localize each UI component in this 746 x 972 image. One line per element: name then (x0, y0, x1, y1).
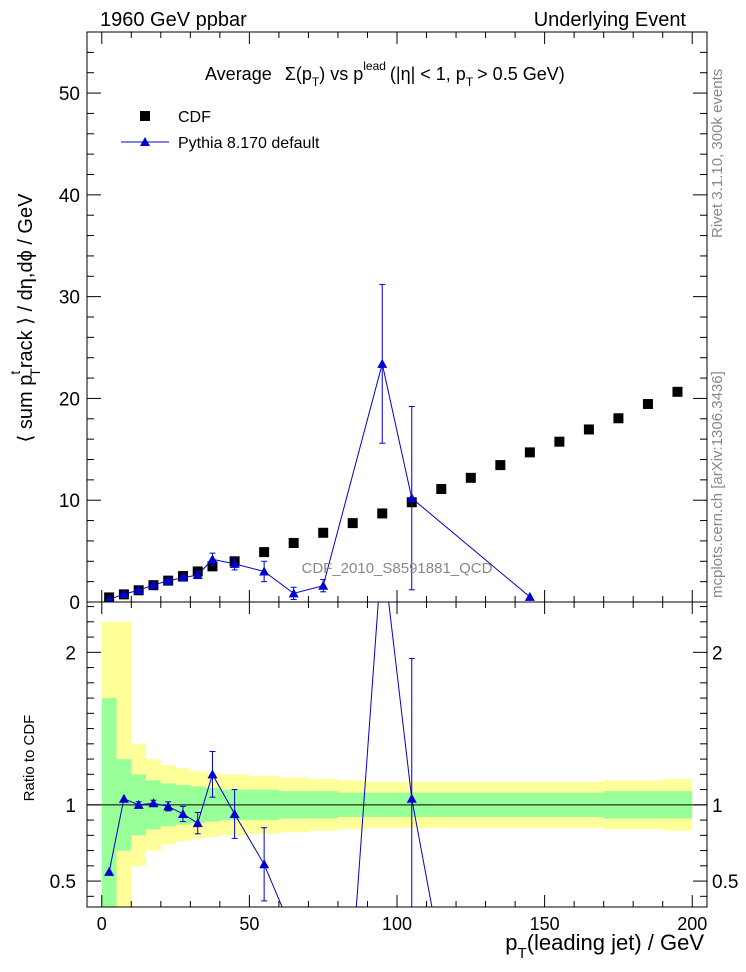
pythia-point (133, 585, 144, 595)
xlabel-sub: T (518, 945, 527, 962)
cdf-point (465, 472, 476, 483)
ylabel-sup: t (7, 371, 23, 375)
main-y-tick-label: 10 (59, 491, 80, 512)
cdf-point (613, 413, 624, 424)
ratio-point (406, 793, 417, 803)
ratio-y-tick-label: 2 (65, 643, 76, 664)
header-left: 1960 GeV ppbar (100, 9, 247, 31)
title-prefix: Average (205, 64, 272, 84)
pythia-point (318, 580, 329, 590)
main-y-tick-label: 30 (59, 288, 80, 309)
x-tick-label: 100 (382, 914, 412, 934)
ratio-line (108, 602, 433, 907)
ratio-y-axis-label: Ratio to CDF (21, 715, 38, 802)
legend-pythia-marker (140, 137, 150, 146)
ratio-point (163, 801, 174, 811)
x-axis-label: pT(leading jet) / GeV (505, 930, 704, 962)
main-y-axis-label: ⟨ sum pt Track ⟩ / dη,dϕ / GeV (7, 193, 43, 443)
pythia-point (192, 570, 203, 580)
cdf-point (583, 424, 594, 435)
ratio-point (259, 859, 270, 869)
cdf-point (436, 484, 447, 495)
xlabel-a: p (505, 930, 517, 955)
main-y-tick-label: 0 (69, 593, 80, 614)
ratio-point (118, 793, 129, 803)
ratio-point (192, 818, 203, 828)
cdf-point (672, 386, 683, 397)
title-sub-t2: T (466, 75, 474, 89)
pythia-point (148, 580, 159, 590)
ratio-y-tick-label: 0.5 (50, 872, 76, 893)
x-tick-label: 150 (530, 914, 560, 934)
title-sub-t: T (312, 75, 320, 89)
x-tick-label: 0 (97, 914, 107, 934)
rivet-label: Rivet 3.1.10, 300k events (709, 69, 726, 238)
main-y-tick-label: 50 (59, 84, 80, 105)
legend-cdf-label: CDF (178, 109, 211, 126)
ratio-y-tick-label-right: 0.5 (712, 872, 738, 893)
ratio-y-tick-label: 1 (65, 796, 76, 817)
ratio-frame (86, 601, 708, 908)
chart-title: Average Σ(pT) vs plead (|η| < 1, pT > 0.5 … (205, 59, 565, 89)
title-end: > 0.5 GeV) (477, 64, 565, 84)
ratio-point (177, 808, 188, 818)
pythia-point (259, 566, 270, 576)
ratio-y-tick-label-right: 2 (712, 643, 723, 664)
cdf-point (377, 508, 388, 519)
pythia-point (377, 358, 388, 368)
cdf-point (495, 460, 506, 471)
ratio-y-tick-label-right: 1 (712, 796, 723, 817)
ylabel-a: ⟨ sum p (15, 375, 37, 443)
title-sup-lead: lead (363, 59, 386, 73)
main-y-tick-label: 20 (59, 389, 80, 410)
pythia-point (118, 589, 129, 599)
ratio-marks (87, 602, 707, 907)
cdf-point (207, 561, 218, 572)
ylabel-sub: T (27, 368, 43, 377)
ratio-point (133, 799, 144, 809)
cdf-point (642, 399, 653, 410)
legend: CDF Pythia 8.170 default (121, 109, 320, 152)
pythia-point (524, 591, 535, 601)
cdf-point (259, 547, 270, 558)
pythia-point (288, 588, 299, 598)
cdf-point (524, 447, 535, 458)
analysis-watermark: CDF_2010_S8591881_QCD (302, 560, 493, 577)
ratio-point (104, 866, 115, 876)
pythia-point (104, 594, 114, 602)
ratio-point (229, 808, 240, 818)
x-tick-label: 200 (677, 914, 707, 934)
ratio-point (148, 798, 159, 808)
cdf-point (347, 518, 358, 529)
ratio-point (207, 769, 218, 779)
legend-cdf-marker (140, 111, 150, 121)
ratio-axes: 0 50 100 150 200 0.5 0.5 1 1 2 2 (50, 602, 738, 934)
main-axes: 0 10 20 30 40 50 (59, 32, 707, 614)
x-tick-label: 50 (239, 914, 259, 934)
cdf-point (318, 527, 329, 538)
xlabel-b: (leading jet) / GeV (527, 930, 705, 955)
cdf-point (554, 436, 565, 447)
main-y-tick-label: 40 (59, 186, 80, 207)
ratio-band-inner (101, 698, 693, 907)
title-suffix: (|η| < 1, p (390, 64, 466, 84)
pythia-point (406, 493, 417, 503)
pythia-point (177, 572, 188, 582)
top-marks (104, 283, 683, 602)
header-right: Underlying Event (534, 9, 687, 31)
legend-pythia-label: Pythia 8.170 default (178, 135, 320, 152)
ylabel-b: rack ⟩ / dη,dϕ / GeV (15, 193, 37, 368)
pythia-point (229, 558, 240, 568)
title-mid: ) vs p (319, 64, 363, 84)
pythia-point (207, 554, 218, 564)
mcplots-label: mcplots.cern.ch [arXiv:1306.3436] (709, 371, 726, 598)
cdf-point (288, 537, 299, 548)
title-sigma: Σ(p (285, 64, 312, 84)
pythia-point (163, 575, 174, 585)
ratio-panel: 0 50 100 150 200 0.5 0.5 1 1 2 2 Ratio to CDF pT(l… (21, 601, 738, 962)
